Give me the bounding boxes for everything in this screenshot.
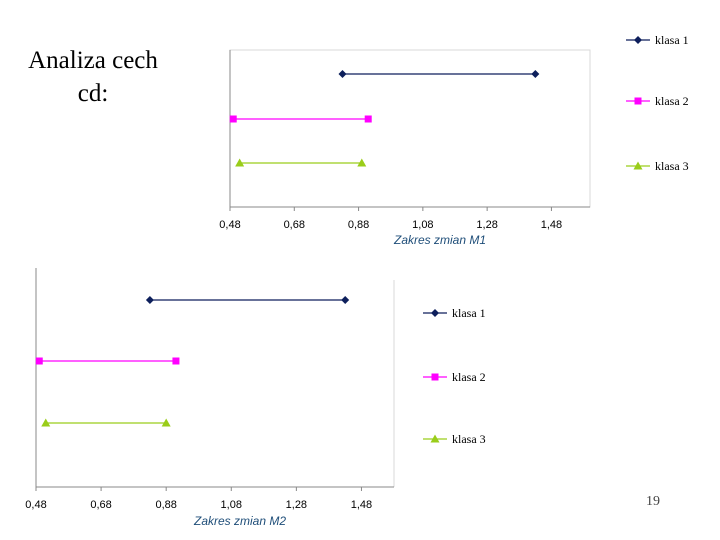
chart-1-legend-1-marker	[634, 36, 642, 44]
chart-1-legend-2-label: klasa 2	[655, 94, 689, 108]
chart-2-x-tick-label: 1,48	[351, 499, 372, 511]
chart-1-x-tick-label: 0,68	[284, 219, 305, 231]
chart-2-legend-1-label: klasa 1	[452, 306, 486, 320]
chart-2-x-tick-label: 0,48	[25, 499, 46, 511]
chart-1-series-3-point-end	[357, 158, 367, 167]
chart-2-x-axis-title: Zakres zmian M2	[193, 514, 286, 528]
chart-1-series-3-point-start	[235, 158, 245, 167]
slide-title-line-1: Analiza cech	[28, 47, 158, 74]
chart-1-series-2-point-end	[364, 115, 372, 123]
chart-2-legend-3-label: klasa 3	[452, 432, 486, 446]
slide-title-line-2: cd:	[77, 80, 109, 107]
chart-2-series-2-point-start	[35, 357, 43, 365]
chart-1-x-tick-label: 1,48	[541, 219, 562, 231]
chart-2-series-1-point-end	[341, 296, 350, 304]
chart-1-legend-3-marker	[633, 161, 643, 170]
chart-2-series-1-point-start	[145, 296, 154, 304]
chart-1-x-tick-label: 1,08	[412, 219, 433, 231]
chart-1-x-tick-label: 0,48	[219, 219, 240, 231]
chart-1-legend-3-label: klasa 3	[655, 159, 689, 173]
chart-1-series-1-point-start	[338, 70, 347, 78]
chart-2-series-2-point-end	[172, 357, 180, 365]
chart-2-x-tick-label: 0,88	[155, 499, 176, 511]
chart-2-series-3-point-end	[161, 418, 171, 427]
chart-2-legend-2-marker	[431, 373, 439, 381]
chart-1-x-tick-label: 1,28	[476, 219, 497, 231]
slide-title: Analiza cech cd:	[10, 44, 176, 110]
chart-2-x-tick-label: 1,08	[221, 499, 242, 511]
chart-2-x-tick-label: 1,28	[286, 499, 307, 511]
chart-2-legend-1-marker	[431, 309, 439, 317]
chart-1-legend-2-marker	[634, 97, 642, 105]
chart-1-legend-1-label: klasa 1	[655, 33, 689, 47]
page-number: 19	[646, 494, 660, 509]
chart-2-x-tick-label: 0,68	[90, 499, 111, 511]
chart-2-series-3-point-start	[41, 418, 51, 427]
chart-1-series-1-point-end	[531, 70, 540, 78]
chart-1-series-2-point-start	[229, 115, 237, 123]
chart-2-legend-2-label: klasa 2	[452, 370, 486, 384]
chart-1-x-tick-label: 0,88	[348, 219, 369, 231]
chart-1-x-axis-title: Zakres zmian M1	[393, 233, 486, 247]
chart-2-legend-3-marker	[430, 434, 440, 443]
